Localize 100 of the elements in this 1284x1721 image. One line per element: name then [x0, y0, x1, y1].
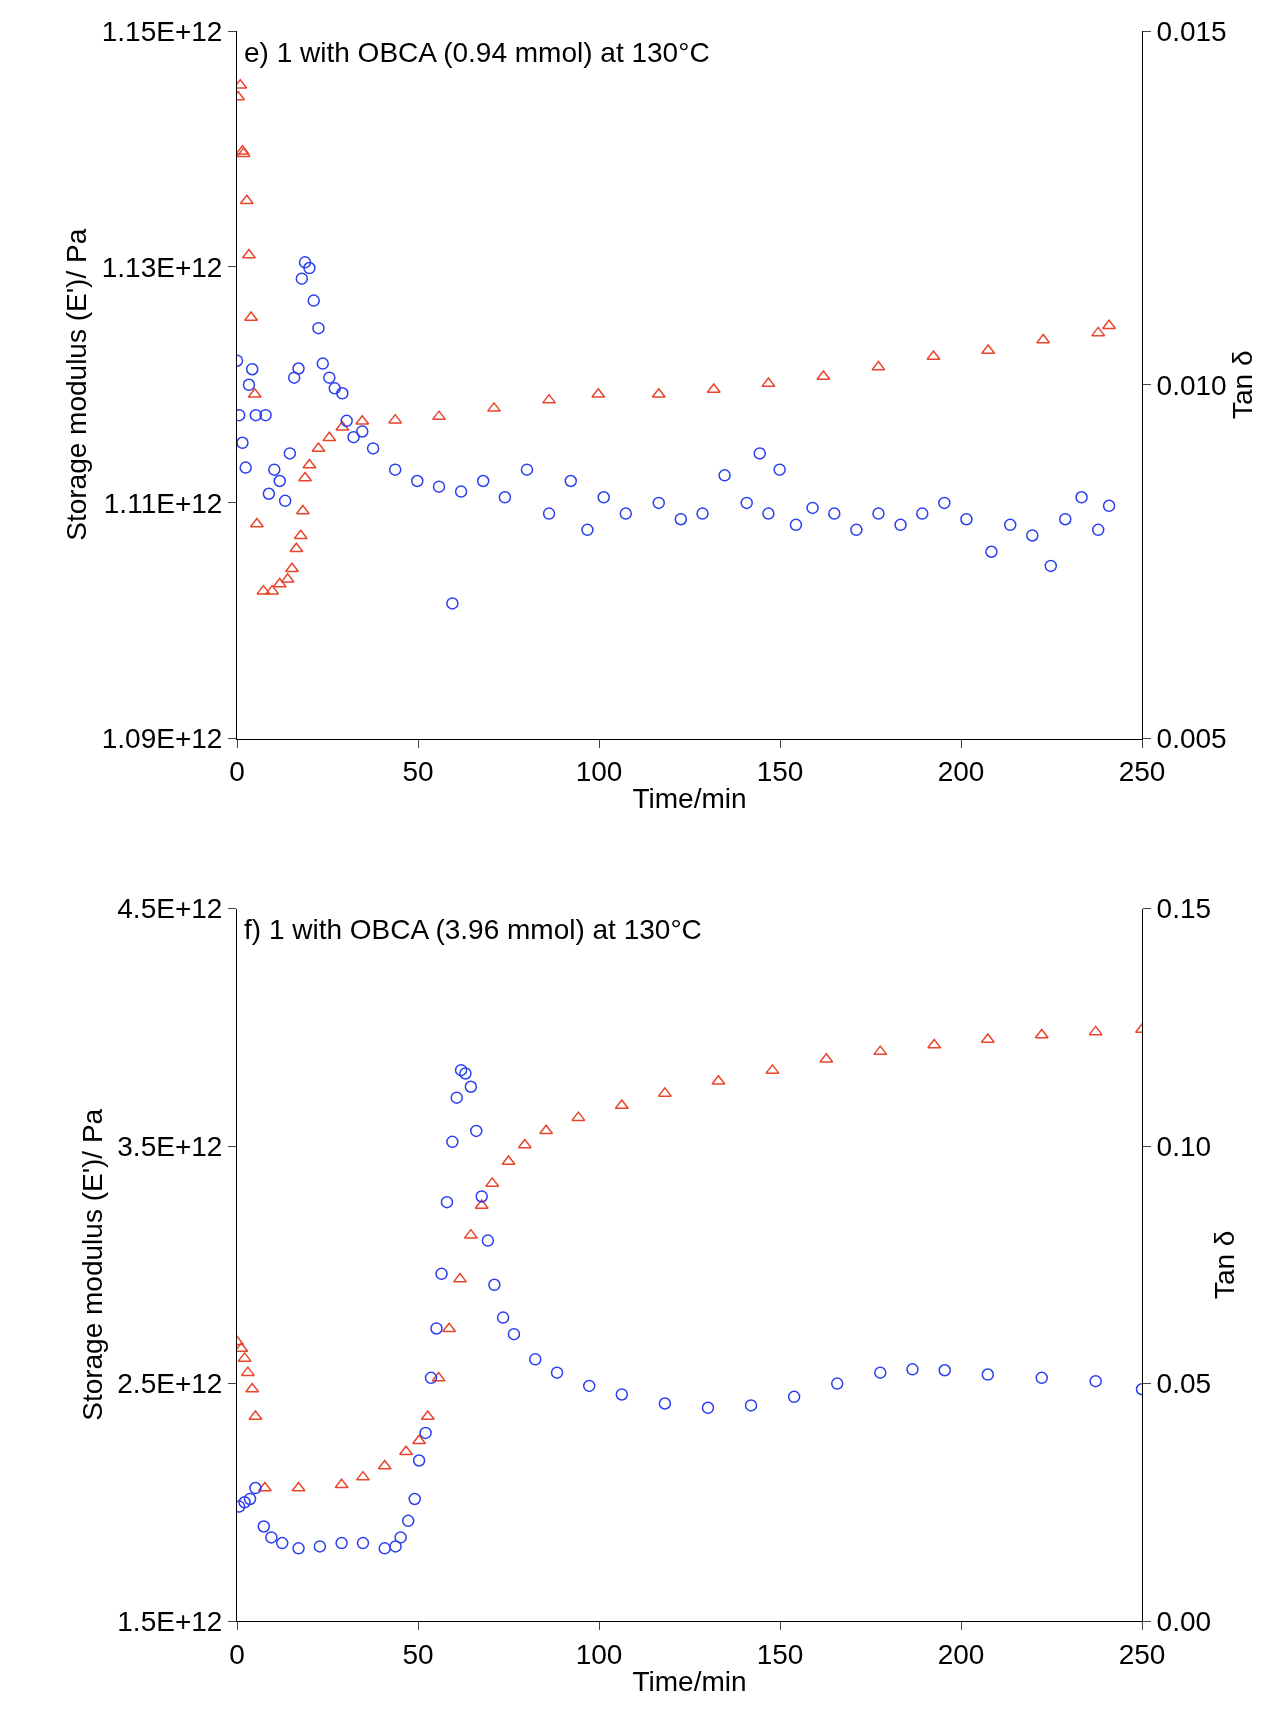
point: [394, 1531, 407, 1544]
point: [440, 1195, 454, 1209]
point: [1089, 1374, 1102, 1388]
point: [539, 1124, 554, 1135]
point: [412, 1454, 426, 1467]
point: [454, 1063, 468, 1077]
x-axis-title: Time/min: [632, 783, 747, 815]
x-tick-label: 50: [402, 1638, 434, 1670]
y2-axis-title: Tan δ: [1226, 350, 1258, 420]
point: [257, 1481, 272, 1492]
x-tick-label: 150: [756, 1638, 804, 1670]
point: [420, 1410, 435, 1421]
point: [257, 1520, 271, 1533]
point: [651, 387, 666, 398]
y2-tick-label: 0.00: [1156, 1605, 1212, 1637]
point: [507, 1327, 521, 1341]
point: [819, 1052, 834, 1063]
point: [871, 360, 886, 371]
point: [550, 1366, 564, 1379]
point: [276, 1536, 289, 1550]
point: [293, 529, 308, 540]
point: [256, 584, 271, 595]
point: [874, 1366, 887, 1379]
point: [245, 1382, 260, 1393]
point: [1088, 1025, 1103, 1036]
y-tick-label: 2.5E+12: [117, 1368, 223, 1400]
point: [265, 1531, 278, 1544]
point: [240, 1366, 255, 1377]
x-tick-label: 100: [575, 1638, 623, 1670]
point: [334, 1478, 349, 1489]
point: [470, 1124, 483, 1138]
point: [292, 1542, 305, 1555]
point: [927, 1038, 942, 1049]
point: [1034, 1028, 1049, 1039]
chart-title: e) 1 with OBCA (0.94 mmol) at 130°C: [244, 37, 710, 68]
point: [291, 1481, 306, 1492]
point: [408, 1492, 421, 1506]
point: [981, 344, 996, 355]
point: [431, 1371, 446, 1382]
point: [1036, 333, 1051, 344]
y-tick-label: 1.11E+12: [103, 487, 223, 519]
point: [378, 1542, 391, 1555]
point: [450, 1091, 463, 1104]
point: [938, 1364, 951, 1377]
y-tick-label: 1.15E+12: [101, 15, 223, 47]
point: [247, 387, 262, 398]
point: [816, 370, 831, 381]
y-tick-label: 3.5E+12: [117, 1130, 223, 1162]
point: [571, 1111, 586, 1122]
point: [463, 1228, 478, 1239]
point: [591, 387, 606, 398]
point: [377, 1459, 392, 1470]
x-tick-label: 200: [937, 756, 985, 788]
x-tick-label: 250: [1118, 756, 1166, 788]
y-tick-label: 1.5E+12: [117, 1605, 223, 1637]
point: [272, 577, 287, 588]
x-axis-title: Time/min: [632, 1665, 747, 1697]
point: [614, 1099, 629, 1110]
y2-tick-label: 0.10: [1156, 1130, 1212, 1162]
point: [517, 1138, 532, 1149]
point: [313, 1540, 327, 1553]
point: [322, 431, 337, 442]
point: [830, 1377, 844, 1390]
y2-tick-label: 0.005: [1156, 723, 1227, 755]
point: [244, 311, 259, 322]
point: [401, 1514, 415, 1528]
point: [435, 1267, 448, 1281]
point: [356, 1536, 370, 1550]
point: [787, 1390, 801, 1404]
point: [459, 1067, 472, 1080]
y-tick-label: 1.09E+12: [101, 723, 223, 755]
point: [424, 1371, 438, 1385]
y2-tick-label: 0.010: [1156, 369, 1227, 401]
x-tick-label: 250: [1118, 1638, 1166, 1670]
point: [981, 1368, 995, 1381]
chart-title: f) 1 with OBCA (3.96 mmol) at 130°C: [244, 914, 702, 945]
y2-tick-label: 0.015: [1156, 15, 1227, 47]
point: [335, 420, 350, 431]
point: [335, 1536, 348, 1550]
point: [446, 1135, 459, 1149]
point: [496, 1311, 510, 1324]
point: [430, 1322, 443, 1335]
y-tick-label: 1.13E+12: [101, 251, 223, 283]
y2-tick-label: 0.05: [1156, 1368, 1212, 1400]
point: [980, 1033, 995, 1044]
y-tick-label: 4.5E+12: [117, 893, 223, 925]
point: [529, 1353, 542, 1366]
x-tick-label: 100: [575, 756, 623, 788]
point: [615, 1388, 629, 1401]
point: [239, 194, 254, 205]
point: [248, 1410, 263, 1421]
point: [475, 1190, 488, 1203]
point: [388, 413, 403, 424]
point: [873, 1045, 888, 1056]
point: [289, 542, 304, 553]
point: [302, 458, 317, 469]
point: [265, 584, 280, 595]
x-tick-label: 200: [937, 1638, 985, 1670]
point: [701, 1401, 715, 1415]
point: [501, 1155, 516, 1166]
